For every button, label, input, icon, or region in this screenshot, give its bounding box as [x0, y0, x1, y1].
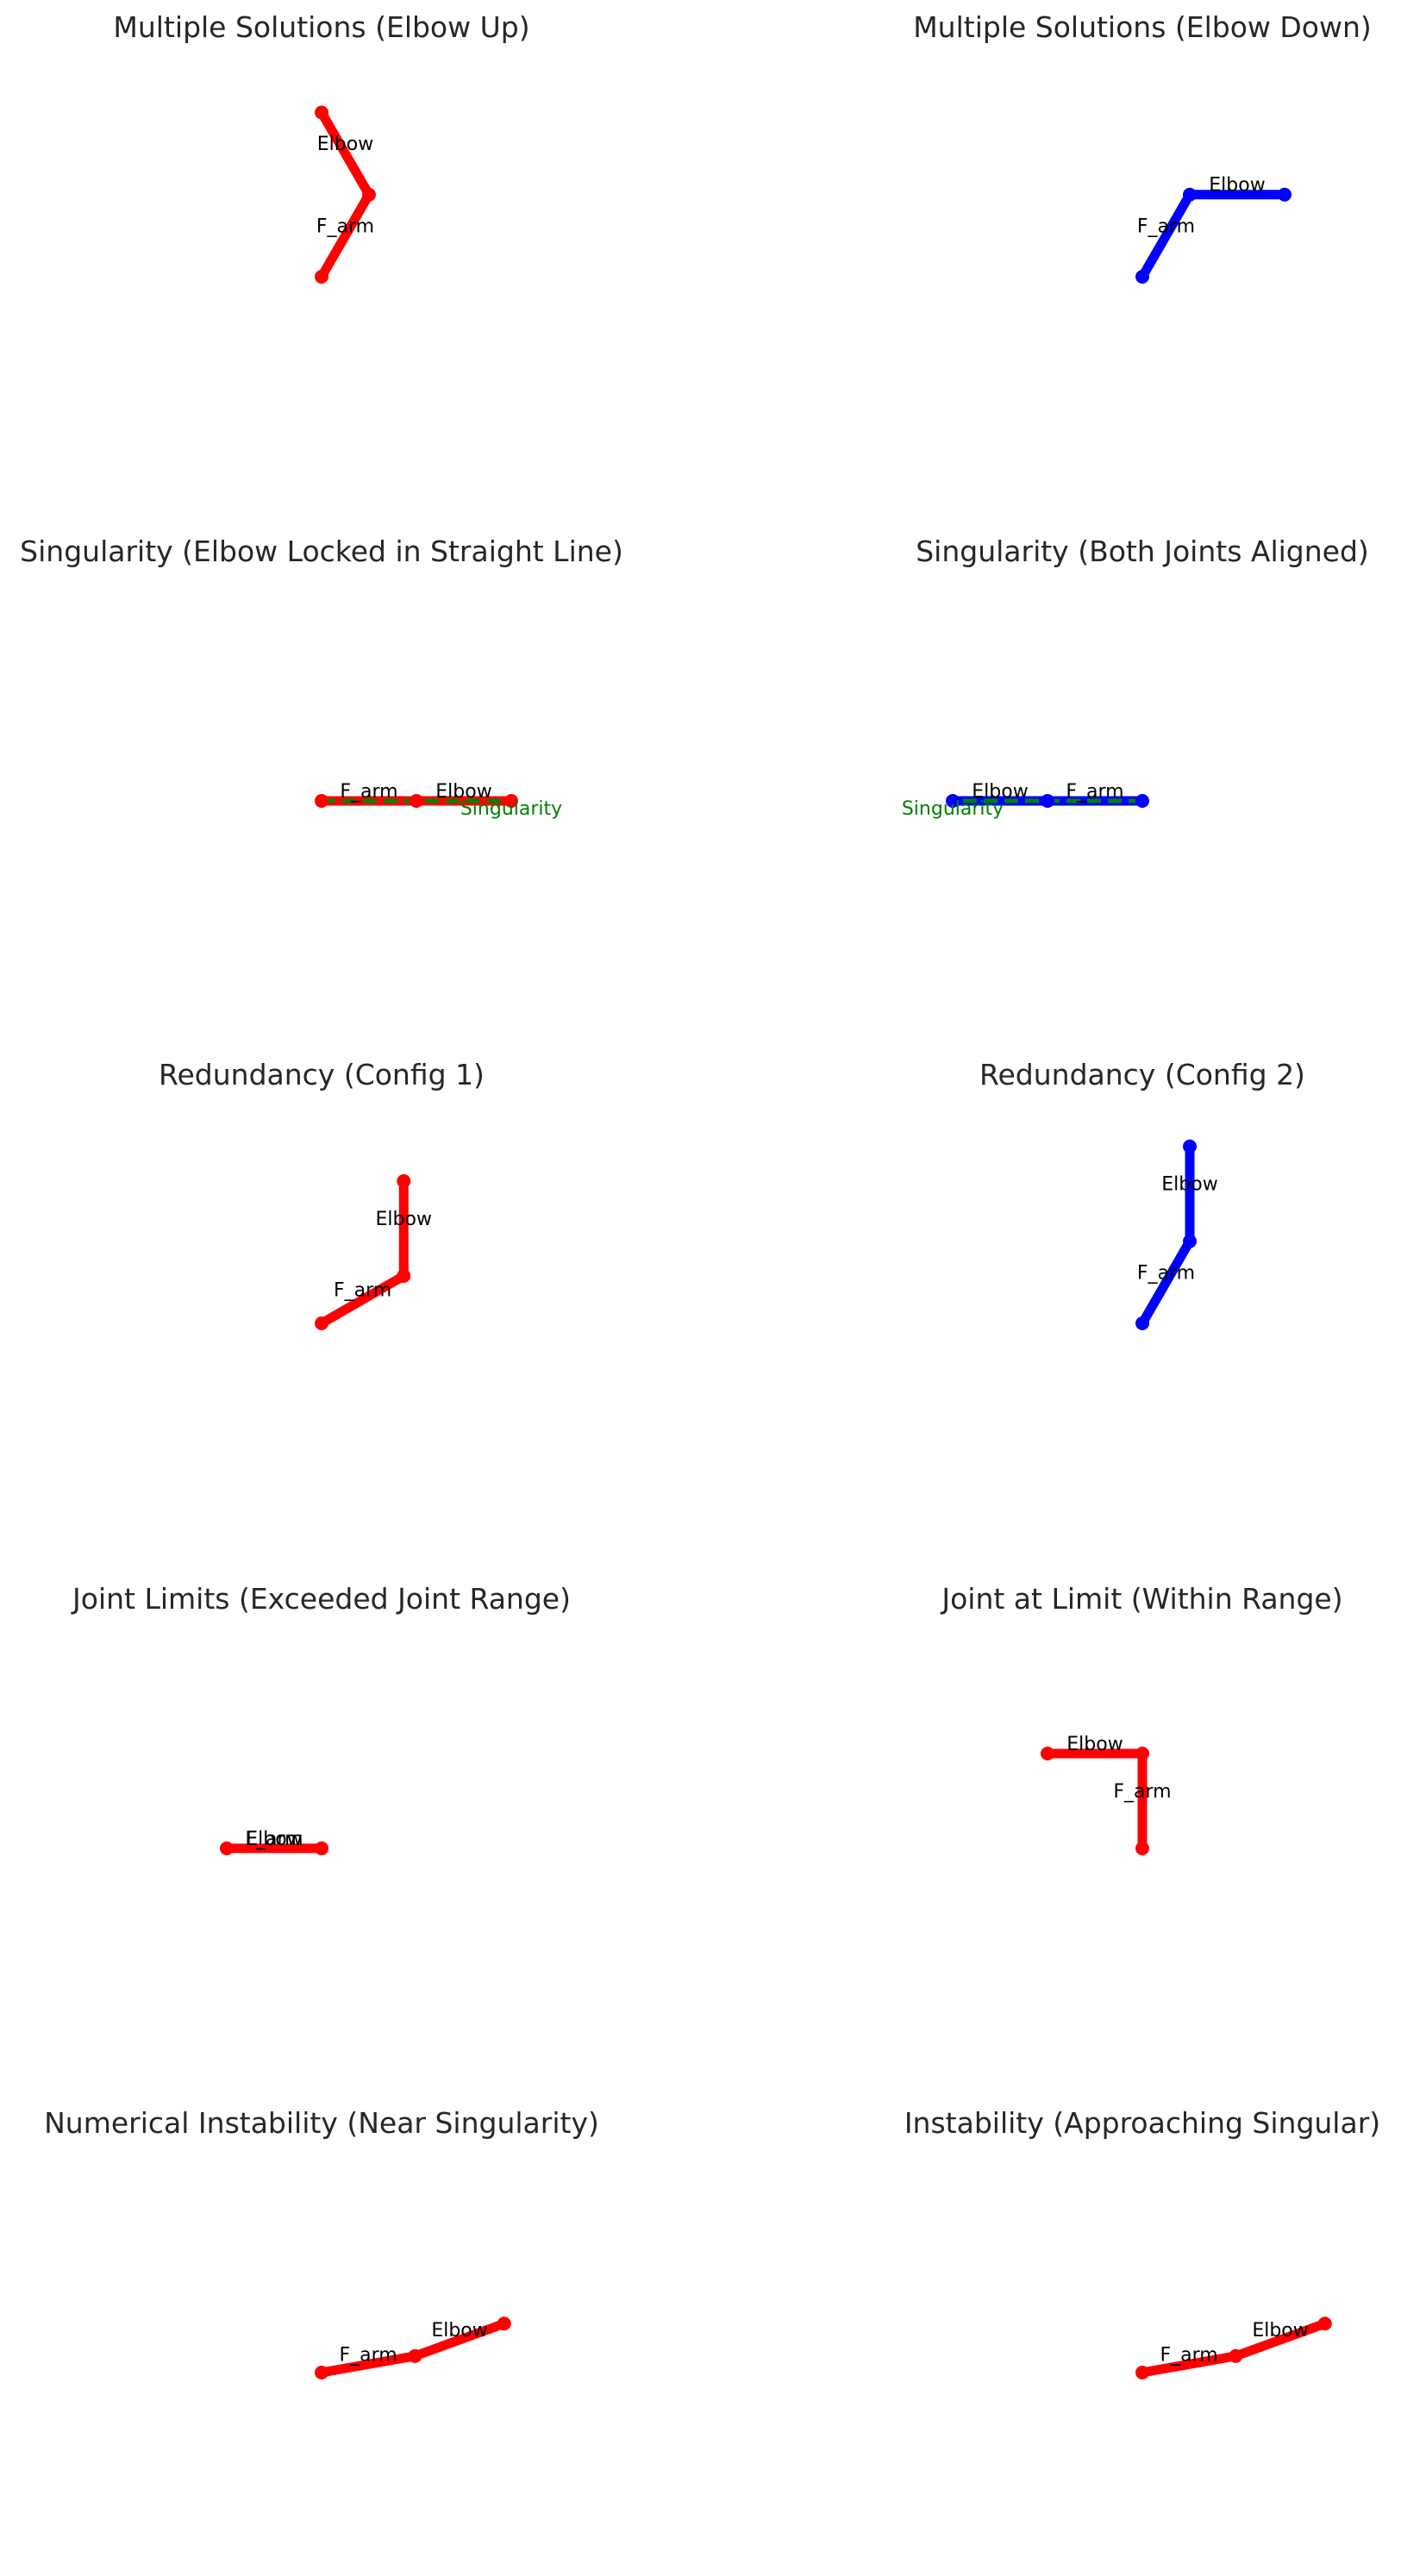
panel-3: Singularity (Elbow Locked in Straight Li…: [20, 535, 623, 820]
panel-title: Joint at Limit (Within Range): [940, 1582, 1342, 1616]
base-joint: [1135, 1841, 1149, 1855]
elbow-joint: [1183, 187, 1197, 202]
elbow-joint: [1041, 794, 1054, 808]
link-label-elbow: Elbow: [376, 1209, 432, 1230]
panel-title: Instability (Approaching Singular): [904, 2106, 1380, 2140]
panel-title: Redundancy (Config 2): [979, 1058, 1305, 1091]
arm-link: [1137, 1236, 1195, 1329]
link-label-elbow: Elbow: [1209, 175, 1265, 197]
link-label-f-arm: F_arm: [1113, 1781, 1171, 1803]
arm-link: [410, 2318, 510, 2361]
panel-title: Redundancy (Config 1): [159, 1058, 485, 1091]
arm-link: [1137, 190, 1195, 282]
singularity-label: Singularity: [460, 798, 562, 820]
end-effector: [397, 1174, 411, 1188]
panel-2: Multiple Solutions (Elbow Down) F_arm Elbo…: [913, 10, 1372, 284]
link-label-elbow: Elbow: [1161, 1174, 1217, 1196]
arm-link: [316, 190, 374, 282]
end-effector: [1278, 187, 1292, 202]
link-label-elbow: Elbow: [431, 2320, 487, 2342]
end-effector: [946, 794, 960, 808]
elbow-joint: [1135, 1747, 1149, 1760]
base-joint: [315, 794, 328, 808]
link-label-f-arm: F_arm: [1137, 1262, 1195, 1284]
panel-1: Multiple Solutions (Elbow Up) F_arm Elbow: [113, 10, 530, 284]
panel-10: Instability (Approaching Singular) F_arm E…: [904, 2106, 1380, 2379]
panel-6: Redundancy (Config 2) F_arm Elbow: [979, 1058, 1305, 1330]
end-effector: [315, 105, 328, 120]
arm-link: [316, 2351, 420, 2378]
link-label-elbow: Elbow: [1066, 1734, 1123, 1755]
panel-title: Singularity (Both Joints Aligned): [916, 535, 1369, 568]
end-effector: [497, 2317, 511, 2331]
base-joint: [315, 270, 328, 284]
elbow-joint: [362, 187, 376, 202]
panel-4: Singularity (Both Joints Aligned) F_arm El…: [902, 535, 1369, 820]
elbow-joint: [1229, 2348, 1243, 2363]
singularity-label: Singularity: [902, 798, 1004, 820]
elbow-joint: [1183, 1234, 1197, 1248]
base-joint: [315, 1316, 328, 1330]
link-label-elbow: Elbow: [1252, 2320, 1308, 2342]
elbow-joint: [397, 1269, 411, 1283]
base-joint: [1135, 2366, 1149, 2379]
arm-link: [1137, 2351, 1241, 2378]
end-effector: [1317, 2317, 1332, 2331]
end-effector: [1041, 1747, 1054, 1760]
link-label-f-arm: F_arm: [1160, 2344, 1218, 2366]
link-label-f-arm: F_arm: [334, 1280, 391, 1302]
panel-title: Numerical Instability (Near Singularity): [44, 2106, 599, 2140]
link-label-f-arm: F_arm: [316, 216, 374, 237]
arm-link: [1230, 2318, 1330, 2361]
arm-link: [316, 1271, 409, 1329]
panel-5: Redundancy (Config 1) F_arm Elbow: [159, 1058, 485, 1330]
link-label-elbow: Elbow: [246, 1829, 302, 1850]
link-label-f-arm: F_arm: [340, 2344, 397, 2366]
panel-9: Numerical Instability (Near Singularity)…: [44, 2106, 599, 2379]
link-label-f-arm: F_arm: [340, 781, 397, 803]
arm-link: [316, 107, 374, 200]
base-joint: [315, 2366, 328, 2379]
elbow-joint: [410, 794, 423, 808]
end-effector: [1183, 1139, 1197, 1154]
link-label-f-arm: F_arm: [1066, 781, 1123, 803]
link-label-elbow: Elbow: [435, 781, 491, 803]
base-joint: [1135, 270, 1149, 284]
panel-title: Multiple Solutions (Elbow Down): [913, 10, 1372, 44]
panel-title: Multiple Solutions (Elbow Up): [113, 10, 529, 44]
base-joint: [1135, 1316, 1149, 1330]
elbow-joint: [220, 1841, 234, 1855]
link-label-elbow: Elbow: [972, 781, 1028, 803]
panel-8: Joint at Limit (Within Range) F_arm Elbow: [940, 1582, 1343, 1855]
elbow-joint: [408, 2348, 422, 2363]
link-label-f-arm: F_arm: [1137, 216, 1195, 237]
end-effector: [504, 794, 518, 808]
panel-title: Singularity (Elbow Locked in Straight Li…: [20, 535, 623, 568]
panel-7: Joint Limits (Exceeded Joint Range) F_arm…: [71, 1582, 571, 1855]
link-label-elbow: Elbow: [317, 134, 373, 155]
panels-layer: Multiple Solutions (Elbow Up)F_armElbowM…: [20, 10, 1380, 2379]
link-label-f-arm: F_arm: [245, 1829, 303, 1850]
end-effector: [315, 1841, 328, 1855]
panel-title: Joint Limits (Exceeded Joint Range): [71, 1582, 571, 1616]
base-joint: [1135, 794, 1149, 808]
